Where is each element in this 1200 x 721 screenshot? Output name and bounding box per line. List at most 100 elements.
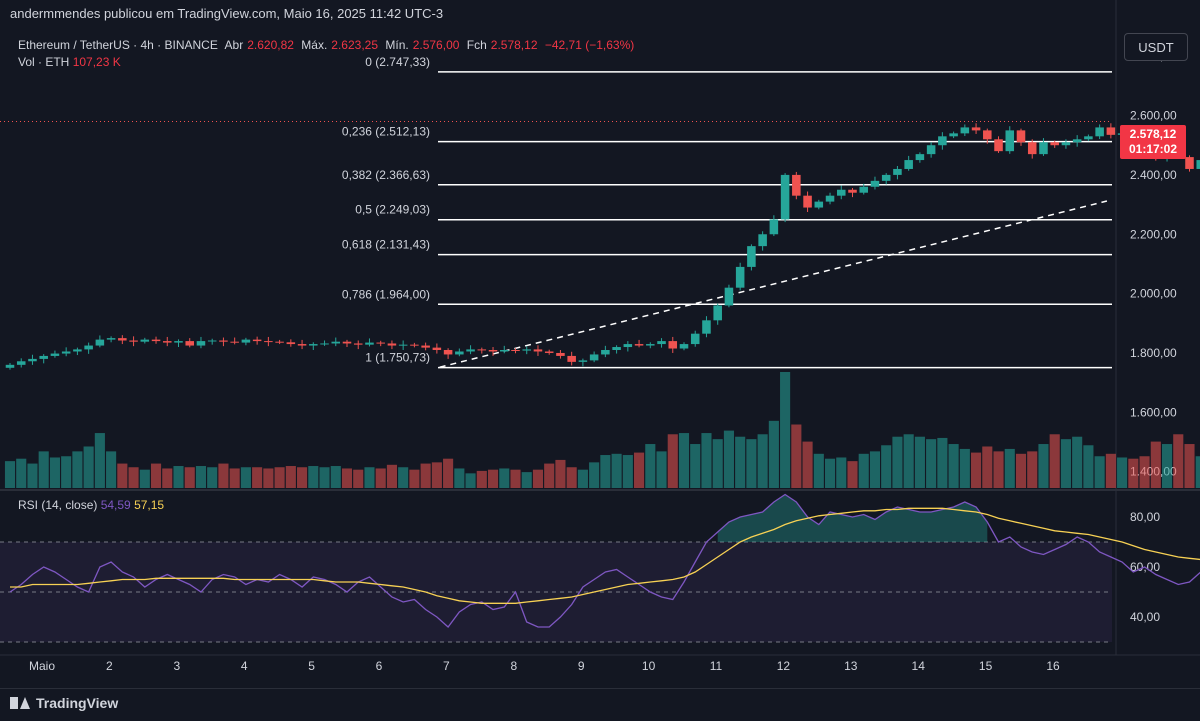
volume-bar xyxy=(757,434,768,488)
volume-bar xyxy=(723,430,734,488)
last-price: 2.578,12 xyxy=(1129,127,1177,141)
volume-bar xyxy=(319,467,330,488)
volume-bar xyxy=(285,466,296,488)
candle-body xyxy=(264,341,273,343)
volume-bar xyxy=(566,467,577,488)
candle-body xyxy=(320,343,329,345)
price-tick-label: 2.000,00 xyxy=(1130,287,1177,301)
candle-body xyxy=(174,341,183,343)
volume-bar xyxy=(712,439,723,488)
volume-bar xyxy=(971,452,982,488)
volume-bar xyxy=(824,458,836,488)
volume-bar xyxy=(521,472,532,488)
candle-body xyxy=(926,145,936,155)
publisher-line: andermmendes publicou em TradingView.com… xyxy=(10,6,444,21)
candle-body xyxy=(1050,142,1059,146)
volume-bar xyxy=(386,464,397,488)
candle-body xyxy=(331,341,341,344)
candle-body xyxy=(511,350,520,351)
volume-bar xyxy=(72,451,83,488)
volume-bar xyxy=(858,453,869,488)
time-tick-label: 8 xyxy=(510,659,517,673)
candle-body xyxy=(466,349,475,352)
tradingview-brand[interactable]: TradingView xyxy=(10,695,118,711)
volume-bar xyxy=(229,468,240,488)
candle-body xyxy=(522,349,532,351)
volume-bar xyxy=(1004,448,1015,488)
volume-bar xyxy=(1150,441,1161,488)
candle-body xyxy=(657,341,666,345)
price-tick-label: 1.600,00 xyxy=(1130,405,1177,419)
candle-body xyxy=(960,127,970,134)
low-value: 2.576,00 xyxy=(412,38,460,52)
volume-bar xyxy=(1072,436,1083,488)
candle-body xyxy=(252,339,262,342)
candle-body xyxy=(1084,136,1093,140)
volume-bar xyxy=(1049,434,1060,488)
candle-body xyxy=(713,305,722,321)
time-tick-label: 13 xyxy=(844,659,858,673)
fib-level-label: 1 (1.750,73) xyxy=(365,351,430,365)
candle-body xyxy=(1016,130,1026,143)
candle-body xyxy=(162,341,172,343)
fib-level-label: 0,5 (2.249,03) xyxy=(355,203,430,217)
candle-body xyxy=(309,344,318,346)
volume-bar xyxy=(263,468,274,488)
candle-body xyxy=(747,246,756,267)
candle-body xyxy=(1072,139,1082,143)
rsi-tick-label: 80,00 xyxy=(1130,510,1160,524)
candle-body xyxy=(376,342,385,344)
candle-body xyxy=(499,350,509,352)
symbol-title[interactable]: Ethereum / TetherUS · 4h · BINANCE xyxy=(18,38,218,52)
volume-bar xyxy=(308,466,319,488)
rsi-label[interactable]: RSI (14, close) xyxy=(18,498,98,512)
change-value: −42,71 (−1,63%) xyxy=(544,38,635,52)
volume-bar xyxy=(1038,444,1049,488)
volume-bar xyxy=(600,455,611,488)
volume-bar xyxy=(780,372,791,488)
candle-body xyxy=(983,130,992,140)
fib-level-label: 0,382 (2.366,63) xyxy=(342,168,430,182)
volume-bar xyxy=(993,451,1004,488)
volume-bar xyxy=(106,451,117,488)
volume-bar xyxy=(207,467,218,488)
candle-body xyxy=(769,219,779,235)
low-label: Mín. xyxy=(385,38,409,52)
volume-bar xyxy=(195,466,207,488)
candle-body xyxy=(780,174,790,220)
candle-body xyxy=(567,355,576,362)
candle-body xyxy=(230,341,239,343)
volume-bar xyxy=(926,439,937,488)
candle-body xyxy=(915,154,925,161)
volume-bar xyxy=(454,468,465,488)
candle-body xyxy=(410,344,419,346)
candle-body xyxy=(1039,142,1048,155)
brand-name: TradingView xyxy=(36,695,119,711)
candle-body xyxy=(848,189,857,193)
candle-body xyxy=(893,168,902,175)
volume-bar xyxy=(746,439,757,488)
candle-body xyxy=(1196,160,1200,169)
candle-body xyxy=(488,350,498,352)
candle-body xyxy=(286,342,296,345)
volume-bar xyxy=(218,463,229,488)
volume-bar xyxy=(645,444,656,488)
volume-bar xyxy=(61,456,72,488)
currency-button[interactable]: USDT xyxy=(1124,33,1188,61)
volume-bar xyxy=(544,463,555,488)
candle-body xyxy=(398,344,408,346)
volume-bar xyxy=(701,433,712,488)
volume-bar xyxy=(375,468,386,488)
volume-bar xyxy=(128,467,139,488)
candle-body xyxy=(870,180,880,187)
volume-bar xyxy=(1184,444,1195,488)
volume-bar xyxy=(83,446,94,488)
time-tick-label: 10 xyxy=(642,659,656,673)
candle-body xyxy=(73,349,82,352)
candle-body xyxy=(365,342,374,345)
volume-bar xyxy=(589,462,600,488)
fib-level-label: 0,786 (1.964,00) xyxy=(342,287,430,301)
volume-bar xyxy=(117,463,128,488)
